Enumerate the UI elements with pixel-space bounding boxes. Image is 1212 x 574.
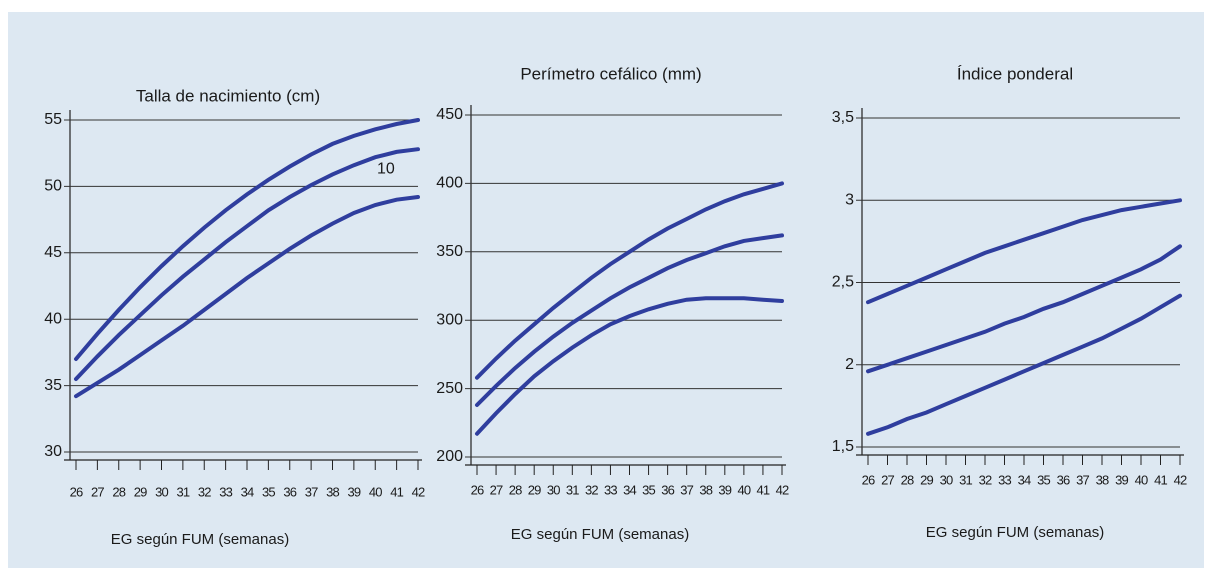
x-tick-label: 31 [566,482,579,497]
y-tick-label: 300 [436,311,463,328]
x-tick-label: 38 [699,482,712,497]
curve [475,296,784,436]
y-tick-label: 400 [436,175,463,192]
y-tick-label: 30 [44,443,62,460]
x-tick-label: 40 [737,482,750,497]
x-axis-label: EG según FUM (semanas) [511,526,689,543]
chart-title: Índice ponderal [957,64,1073,83]
x-tick-label: 30 [547,482,560,497]
x-tick-label: 27 [881,472,894,487]
x-tick-label: 29 [528,482,541,497]
curve [475,181,784,380]
y-tick-label: 200 [436,448,463,465]
x-tick-label: 29 [920,472,933,487]
x-tick-label: 41 [757,482,770,497]
curve [475,233,784,407]
x-tick-label: 28 [901,472,914,487]
curve [866,244,1182,374]
x-tick-label: 26 [471,482,484,497]
x-tick-label: 38 [1096,472,1109,487]
x-tick-label: 36 [661,482,674,497]
x-tick-label: 39 [347,484,360,499]
curve [866,293,1182,436]
x-tick-label: 34 [623,482,636,497]
x-tick-label: 34 [1018,472,1031,487]
x-tick-label: 42 [412,484,425,499]
x-tick-label: 39 [718,482,731,497]
x-tick-label: 35 [262,484,275,499]
x-axis-label: EG según FUM (semanas) [926,524,1104,541]
y-tick-label: 3,5 [832,109,854,126]
x-tick-label: 41 [390,484,403,499]
x-tick-label: 30 [940,472,953,487]
x-tick-label: 33 [998,472,1011,487]
chart-title: Talla de nacimiento (cm) [136,86,320,105]
y-tick-label: 55 [44,111,62,128]
x-tick-label: 30 [155,484,168,499]
x-tick-label: 37 [1076,472,1089,487]
x-tick-label: 26 [862,472,875,487]
x-tick-label: 33 [219,484,232,499]
curve [74,147,420,381]
x-tick-label: 40 [369,484,382,499]
curve [74,195,420,399]
x-tick-label: 38 [326,484,339,499]
y-tick-label: 250 [436,380,463,397]
y-tick-label: 450 [436,106,463,123]
x-tick-label: 41 [1154,472,1167,487]
curve [74,118,420,361]
x-tick-label: 36 [1057,472,1070,487]
y-tick-label: 2 [845,356,854,373]
x-axis-label: EG según FUM (semanas) [111,531,289,548]
curve [866,198,1182,305]
y-tick-label: 35 [44,377,62,394]
x-tick-label: 32 [979,472,992,487]
x-tick-label: 28 [112,484,125,499]
x-tick-label: 37 [680,482,693,497]
x-tick-label: 26 [70,484,83,499]
y-tick-label: 40 [44,310,62,327]
x-tick-label: 28 [509,482,522,497]
y-tick-label: 45 [44,244,62,261]
x-tick-label: 32 [198,484,211,499]
x-tick-label: 35 [1037,472,1050,487]
x-tick-label: 42 [1174,472,1187,487]
background [8,12,1204,568]
x-tick-label: 42 [776,482,789,497]
y-tick-label: 1,5 [832,438,854,455]
x-tick-label: 34 [241,484,254,499]
chart-title: Perímetro cefálico (mm) [520,64,701,83]
x-tick-label: 36 [283,484,296,499]
y-tick-label: 350 [436,243,463,260]
x-tick-label: 39 [1115,472,1128,487]
y-tick-label: 50 [44,178,62,195]
x-tick-label: 31 [959,472,972,487]
x-tick-label: 33 [604,482,617,497]
x-tick-label: 31 [176,484,189,499]
annotation: 10 [377,160,395,177]
x-tick-label: 40 [1135,472,1148,487]
x-tick-label: 27 [91,484,104,499]
x-tick-label: 27 [490,482,503,497]
y-tick-label: 3 [845,191,854,208]
x-tick-label: 35 [642,482,655,497]
x-tick-label: 29 [134,484,147,499]
x-tick-label: 37 [305,484,318,499]
y-tick-label: 2,5 [832,274,854,291]
x-tick-label: 32 [585,482,598,497]
